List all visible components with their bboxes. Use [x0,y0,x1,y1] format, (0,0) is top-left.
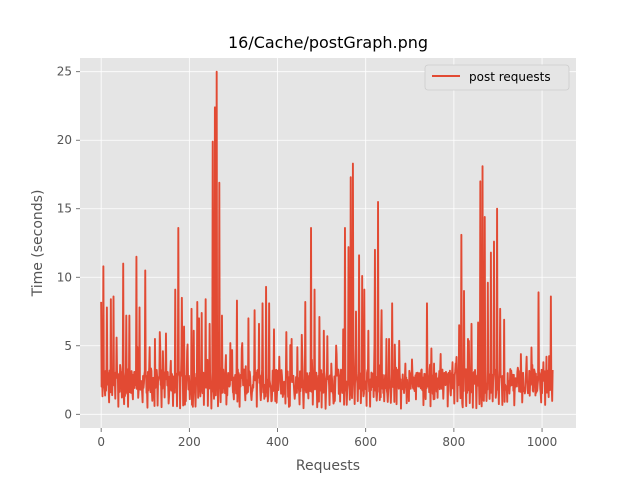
x-axis-ticks: 0 200 400 600 800 1000 [97,428,557,449]
chart-title: 16/Cache/postGraph.png [228,33,428,52]
y-tick-label: 0 [64,407,72,421]
series-layer [100,70,554,410]
legend-label: post requests [469,70,551,84]
legend-box [424,64,570,91]
y-tick-label: 25 [57,65,72,79]
y-axis-ticks: 0 5 10 15 20 25 [57,65,80,421]
y-tick-label: 10 [57,270,72,284]
x-tick-label: 1000 [527,435,558,449]
y-tick-label: 20 [57,133,72,147]
legend: post requests [424,64,570,91]
x-tick-label: 0 [97,435,105,449]
x-tick-label: 800 [442,435,465,449]
y-axis-label: Time (seconds) [30,190,46,298]
x-tick-label: 600 [354,435,377,449]
x-tick-label: 400 [266,435,289,449]
x-axis-label: Requests [296,458,360,474]
y-tick-label: 5 [64,339,72,353]
y-tick-label: 15 [57,202,72,216]
x-tick-label: 200 [178,435,201,449]
series-line-post-requests [100,70,554,410]
